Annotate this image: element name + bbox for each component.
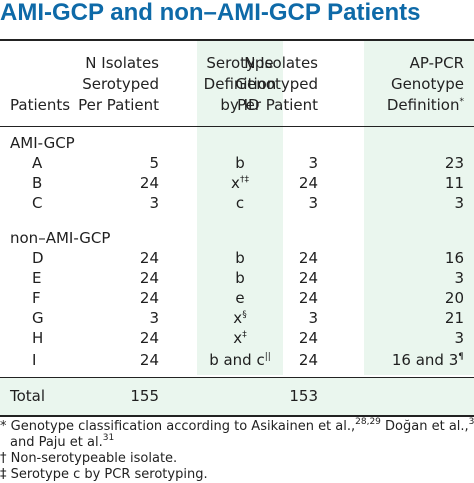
cell-n-serotyped: 24 bbox=[139, 249, 159, 267]
total-n-serotyped: 155 bbox=[130, 387, 159, 405]
cell-serotype-def: b bbox=[235, 154, 245, 172]
cell-serotype-def: x§ bbox=[233, 309, 247, 327]
cell-serotype-def: c bbox=[235, 194, 245, 212]
cell-genotype-def: 16 and 3¶ bbox=[391, 351, 464, 369]
cell-patient: A bbox=[32, 154, 43, 172]
cell-n-genotyped: 3 bbox=[308, 309, 318, 327]
cell-genotype-def: 20 bbox=[444, 289, 464, 307]
cell-genotype-def: 11 bbox=[444, 174, 464, 192]
cell-patient: B bbox=[32, 174, 43, 192]
cell-patient: I bbox=[32, 351, 37, 369]
cell-serotype-def: x†‡ bbox=[231, 174, 249, 192]
cell-n-genotyped: 3 bbox=[308, 194, 318, 212]
group-label: AMI-GCP bbox=[10, 134, 75, 152]
group-label: non–AMI-GCP bbox=[10, 229, 111, 247]
cell-patient: G bbox=[32, 309, 44, 327]
cell-genotype-def: 3 bbox=[454, 269, 464, 287]
cell-n-serotyped: 3 bbox=[149, 309, 159, 327]
header-n-serotyped: N Isolates Serotyped Per Patient bbox=[78, 54, 159, 114]
total-rule bbox=[0, 377, 474, 378]
cell-n-genotyped: 24 bbox=[298, 249, 318, 267]
cell-genotype-def: 23 bbox=[444, 154, 464, 172]
table-title: AMI-GCP and non–AMI-GCP Patients bbox=[0, 0, 421, 26]
cell-n-serotyped: 5 bbox=[149, 154, 159, 172]
cell-serotype-def: x‡ bbox=[233, 329, 247, 347]
cell-patient: C bbox=[32, 194, 43, 212]
cell-n-genotyped: 24 bbox=[298, 174, 318, 192]
cell-patient: D bbox=[32, 249, 44, 267]
cell-serotype-def: b bbox=[235, 269, 245, 287]
cell-patient: E bbox=[32, 269, 42, 287]
cell-n-serotyped: 24 bbox=[139, 329, 159, 347]
top-rule bbox=[0, 39, 474, 41]
header-genotype-definition: AP-PCR Genotype Definition* bbox=[386, 54, 464, 114]
column-band-genotype bbox=[364, 40, 474, 375]
cell-serotype-def: e bbox=[235, 289, 245, 307]
cell-genotype-def: 3 bbox=[454, 194, 464, 212]
bottom-rule bbox=[0, 415, 474, 417]
cell-serotype-def: b and c|| bbox=[209, 351, 271, 369]
total-row-band bbox=[0, 378, 474, 415]
footnote: * Genotype classification according to A… bbox=[0, 417, 474, 435]
cell-genotype-def: 3 bbox=[454, 329, 464, 347]
header-n-genotyped: N Isolates Genotyped Per Patient bbox=[235, 54, 318, 114]
cell-serotype-def: b bbox=[235, 249, 245, 267]
total-label: Total bbox=[10, 387, 46, 405]
cell-n-serotyped: 24 bbox=[139, 269, 159, 287]
cell-patient: H bbox=[32, 329, 44, 347]
footnote: and Paju et al.31 bbox=[10, 433, 115, 451]
cell-n-serotyped: 24 bbox=[139, 351, 159, 369]
total-n-genotyped: 153 bbox=[289, 387, 318, 405]
cell-patient: F bbox=[32, 289, 41, 307]
cell-genotype-def: 21 bbox=[444, 309, 464, 327]
header-serotype-definition: Serotype Definition by ID bbox=[203, 54, 277, 114]
footnote: † Non-serotypeable isolate. bbox=[0, 451, 178, 466]
cell-n-genotyped: 24 bbox=[298, 329, 318, 347]
cell-genotype-def: 16 bbox=[444, 249, 464, 267]
cell-n-genotyped: 24 bbox=[298, 269, 318, 287]
footnote: ‡ Serotype c by PCR serotyping. bbox=[0, 467, 208, 482]
cell-n-serotyped: 24 bbox=[139, 174, 159, 192]
column-band-serotype bbox=[197, 40, 283, 375]
cell-n-serotyped: 3 bbox=[149, 194, 159, 212]
cell-n-serotyped: 24 bbox=[139, 289, 159, 307]
cell-n-genotyped: 24 bbox=[298, 351, 318, 369]
header-rule bbox=[0, 126, 474, 127]
cell-n-genotyped: 24 bbox=[298, 289, 318, 307]
cell-n-genotyped: 3 bbox=[308, 154, 318, 172]
header-patients: Patients bbox=[10, 96, 71, 114]
